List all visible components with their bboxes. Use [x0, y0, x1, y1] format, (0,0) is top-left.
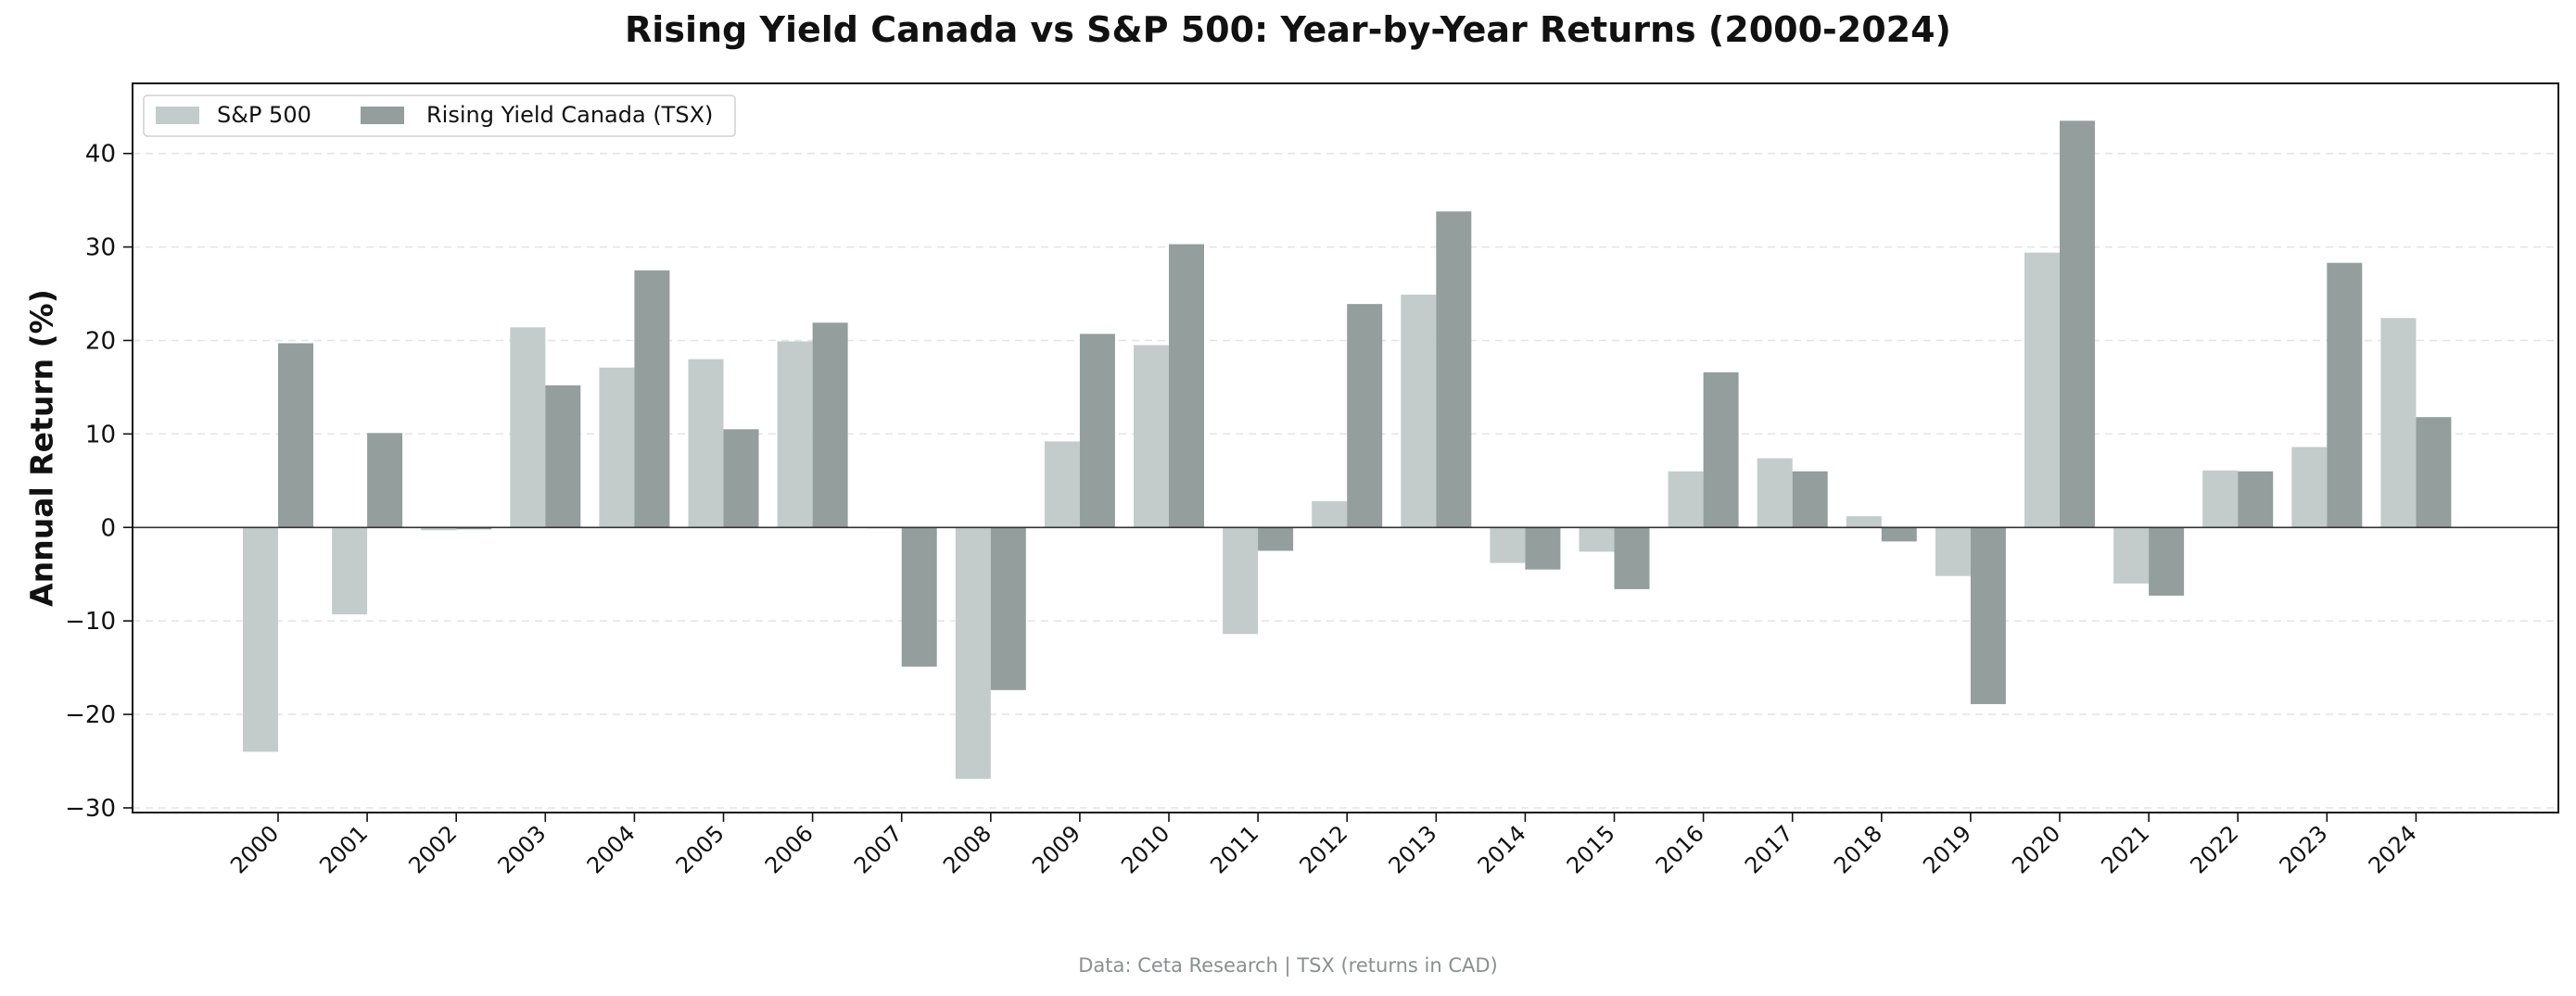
bar-rising-yield [2149, 527, 2185, 596]
bar-sp500 [2202, 470, 2239, 528]
x-tick-label: 2001 [314, 820, 373, 878]
x-tick-label: 2022 [2185, 820, 2243, 878]
legend: S&P 500 Rising Yield Canada (TSX) [143, 95, 736, 137]
x-tick-label: 2013 [1384, 820, 1442, 878]
y-tick-label: 40 [85, 141, 116, 169]
bar-sp500 [1757, 458, 1793, 528]
bar-rising-yield [2238, 471, 2274, 528]
legend-swatch-rising-yield [361, 107, 404, 124]
bar-rising-yield [2416, 417, 2452, 528]
footnote: Data: Ceta Research | TSX (returns in CA… [1078, 954, 1498, 977]
x-tick-label: 2005 [671, 820, 730, 878]
bar-rising-yield [367, 433, 403, 528]
x-tick-label: 2012 [1294, 820, 1352, 878]
bar-sp500 [510, 327, 546, 528]
x-tick-label: 2018 [1829, 820, 1887, 878]
x-tick-label: 2006 [760, 820, 818, 878]
legend-label-sp500: S&P 500 [217, 102, 311, 128]
x-tick-label: 2000 [225, 820, 284, 878]
bar-sp500 [1401, 295, 1437, 528]
y-tick-label: 20 [85, 327, 116, 355]
bar-rising-yield [1970, 527, 2006, 704]
x-tick-label: 2008 [938, 820, 996, 878]
x-tick-label: 2017 [1740, 820, 1798, 878]
bar-rising-yield [1703, 372, 1739, 528]
bar-sp500 [332, 527, 368, 615]
bar-sp500 [2380, 318, 2417, 528]
x-tick-label: 2020 [2007, 820, 2065, 878]
legend-swatch-sp500 [156, 107, 199, 124]
bar-rising-yield [1525, 527, 1561, 570]
x-axis-ticks: 2000 2001 2002 2003 2004 2005 2006 2007 2008 2009… [225, 813, 2422, 878]
x-tick-label: 2016 [1651, 820, 1709, 878]
bar-sp500 [2024, 252, 2060, 528]
bar-rising-yield [1614, 527, 1650, 589]
y-tick-label: 10 [85, 421, 116, 448]
chart-title: Rising Yield Canada vs S&P 500: Year-by-… [625, 9, 1951, 50]
bar-rising-yield [1079, 334, 1115, 528]
bar-sp500 [421, 527, 457, 531]
bar-rising-yield [1258, 527, 1294, 551]
bar-rising-yield [545, 385, 581, 528]
bar-sp500 [1312, 501, 1348, 528]
bar-sp500 [1223, 527, 1259, 635]
bar-sp500 [1668, 471, 1704, 528]
bars [243, 120, 2452, 779]
y-axis-label: Annual Return (%) [24, 289, 60, 607]
bar-rising-yield [1436, 211, 1472, 528]
y-tick-label: −30 [65, 795, 116, 823]
bar-sp500 [2113, 527, 2150, 584]
bar-sp500 [688, 359, 724, 528]
bar-sp500 [2291, 447, 2328, 528]
x-tick-label: 2003 [493, 820, 552, 878]
x-tick-label: 2015 [1562, 820, 1620, 878]
bar-rising-yield [278, 343, 313, 528]
bar-rising-yield [1347, 304, 1383, 528]
bar-sp500 [243, 527, 278, 752]
bar-rising-yield [1881, 527, 1917, 542]
x-tick-label: 2024 [2364, 820, 2422, 878]
x-tick-label: 2014 [1473, 820, 1531, 878]
legend-label-rising-yield: Rising Yield Canada (TSX) [426, 102, 713, 128]
bar-sp500 [1579, 527, 1615, 552]
bar-rising-yield [456, 527, 492, 530]
bar-rising-yield [812, 322, 848, 528]
y-tick-label: 30 [85, 234, 116, 262]
bar-rising-yield [2060, 120, 2095, 528]
plot-frame [132, 82, 2559, 813]
y-tick-label: 0 [100, 514, 116, 542]
bar-rising-yield [990, 527, 1026, 690]
x-tick-label: 2023 [2275, 820, 2333, 878]
bar-rising-yield [901, 527, 937, 667]
bar-sp500 [1490, 527, 1526, 563]
bar-rising-yield [1169, 244, 1204, 528]
x-tick-label: 2019 [1918, 820, 1976, 878]
x-tick-label: 2002 [403, 820, 462, 878]
bar-sp500 [955, 527, 991, 779]
bar-rising-yield [634, 270, 670, 528]
y-axis-ticks: −30 −20 −10 0 10 20 30 40 [65, 141, 133, 823]
x-tick-label: 2009 [1027, 820, 1085, 878]
bar-sp500 [1044, 441, 1080, 528]
x-tick-label: 2011 [1205, 820, 1263, 878]
bar-sp500 [1935, 527, 1971, 576]
y-tick-label: −10 [65, 608, 116, 636]
bar-sp500 [1134, 345, 1169, 528]
bar-rising-yield [723, 429, 759, 528]
x-tick-label: 2007 [849, 820, 907, 878]
x-tick-label: 2021 [2096, 820, 2154, 878]
bar-sp500 [777, 341, 813, 528]
bar-rising-yield [2327, 262, 2363, 528]
bar-sp500 [599, 367, 635, 528]
bar-sp500 [1846, 516, 1882, 528]
x-tick-label: 2010 [1116, 820, 1174, 878]
bar-rising-yield [1792, 471, 1828, 528]
x-tick-label: 2004 [582, 820, 641, 878]
grid-lines [133, 152, 2558, 809]
y-tick-label: −20 [65, 701, 116, 729]
legend-frame [143, 95, 736, 137]
